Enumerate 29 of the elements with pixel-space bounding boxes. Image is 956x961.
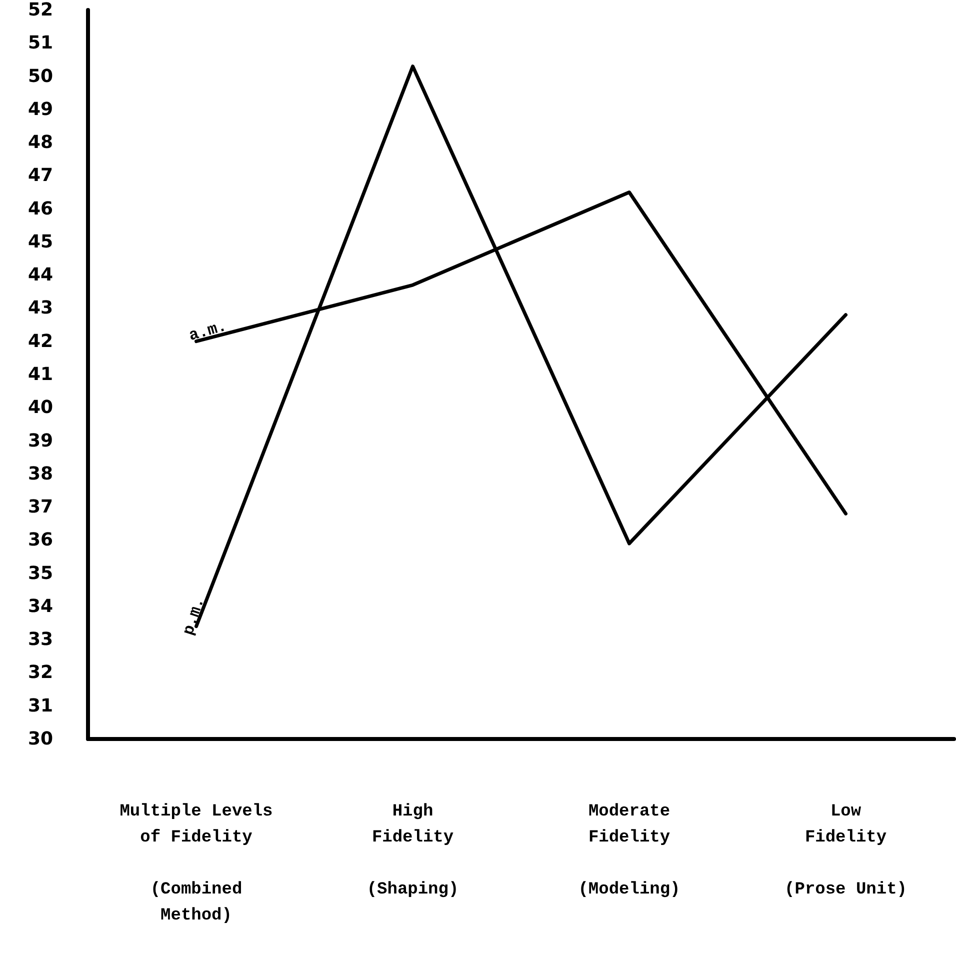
y-tick-label: 51	[28, 32, 54, 54]
category-label: Low Fidelity (Prose Unit)	[784, 802, 907, 900]
y-tick-label: 40	[28, 397, 54, 418]
y-tick-label: 34	[28, 596, 54, 617]
y-tick-label: 31	[28, 695, 54, 716]
y-tick-label: 49	[28, 98, 54, 120]
text: p.m.	[179, 595, 208, 638]
y-tick-label: 32	[28, 662, 54, 684]
category-label: Multiple Levels of Fidelity (Combined Method)	[120, 802, 273, 926]
y-tick-label: 50	[28, 66, 54, 87]
y-tick-label: 45	[28, 231, 54, 252]
y-tick-label: 43	[28, 298, 54, 319]
y-tick-label: 33	[28, 629, 54, 650]
y-tick-label: 36	[28, 530, 54, 551]
y-tick-label: 46	[28, 198, 54, 220]
y-tick-label: 48	[28, 132, 54, 154]
y-tick-label: 47	[28, 165, 54, 186]
category-label: High Fidelity (Shaping)	[366, 802, 459, 900]
y-tick-label: 42	[28, 330, 54, 352]
y-tick-label: 30	[28, 728, 54, 750]
y-tick-label: 35	[28, 562, 54, 584]
category-label: Moderate Fidelity (Modeling)	[578, 802, 680, 900]
y-tick-label: 52	[28, 0, 54, 20]
y-tick-label: 41	[28, 364, 54, 385]
y-tick-label: 37	[28, 496, 54, 518]
y-tick-label: 44	[28, 264, 54, 286]
text: a.m.	[186, 317, 229, 346]
y-tick-label: 39	[28, 430, 54, 452]
y-tick-label: 38	[28, 463, 54, 484]
